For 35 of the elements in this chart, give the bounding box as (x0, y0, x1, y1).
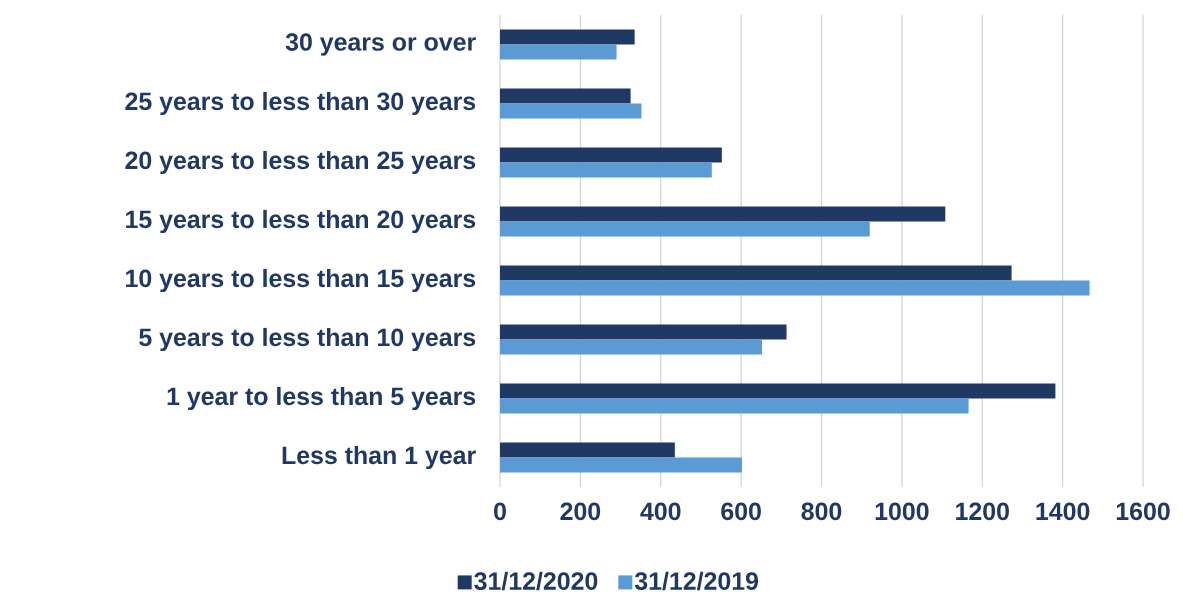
bar (500, 339, 763, 355)
x-tick-label: 0 (494, 502, 506, 521)
x-tick-label: 200 (560, 502, 601, 521)
bar (500, 88, 631, 104)
y-tick-label: 10 years to less than 15 years (126, 268, 476, 293)
x-tick-label: 400 (640, 502, 681, 521)
y-tick-label: 5 years to less than 10 years (139, 327, 476, 352)
bar (500, 442, 675, 458)
y-tick-label: 20 years to less than 25 years (125, 150, 476, 175)
bar (500, 162, 712, 178)
y-tick-label: 1 year to less than 5 years (167, 386, 476, 411)
x-tick-label: 800 (801, 502, 842, 521)
x-tick-label: 1400 (1036, 502, 1090, 521)
y-tick-label: 30 years or over (285, 33, 476, 56)
y-tick-label: 25 years to less than 30 years (125, 91, 476, 116)
bar (500, 398, 969, 414)
legend-label: 31/12/2019 (634, 571, 759, 591)
x-tick-label: 1600 (1116, 502, 1170, 521)
bar (500, 103, 642, 119)
bar (500, 265, 1012, 281)
bar (500, 29, 635, 45)
bar (500, 383, 1056, 399)
bar (500, 206, 946, 222)
bar (500, 221, 870, 237)
x-tick-label: 1200 (956, 502, 1009, 521)
bar (500, 44, 617, 60)
legend-label: 31/12/2020 (474, 571, 598, 591)
x-tick-label: 600 (721, 502, 761, 521)
bar (500, 147, 722, 163)
y-tick-label: Less than 1 year (282, 445, 476, 470)
bar (500, 280, 1090, 296)
x-tick-label: 1000 (875, 502, 929, 521)
y-tick-label: 15 years to less than 20 years (126, 209, 476, 234)
bar (500, 457, 742, 473)
bar (500, 324, 787, 340)
